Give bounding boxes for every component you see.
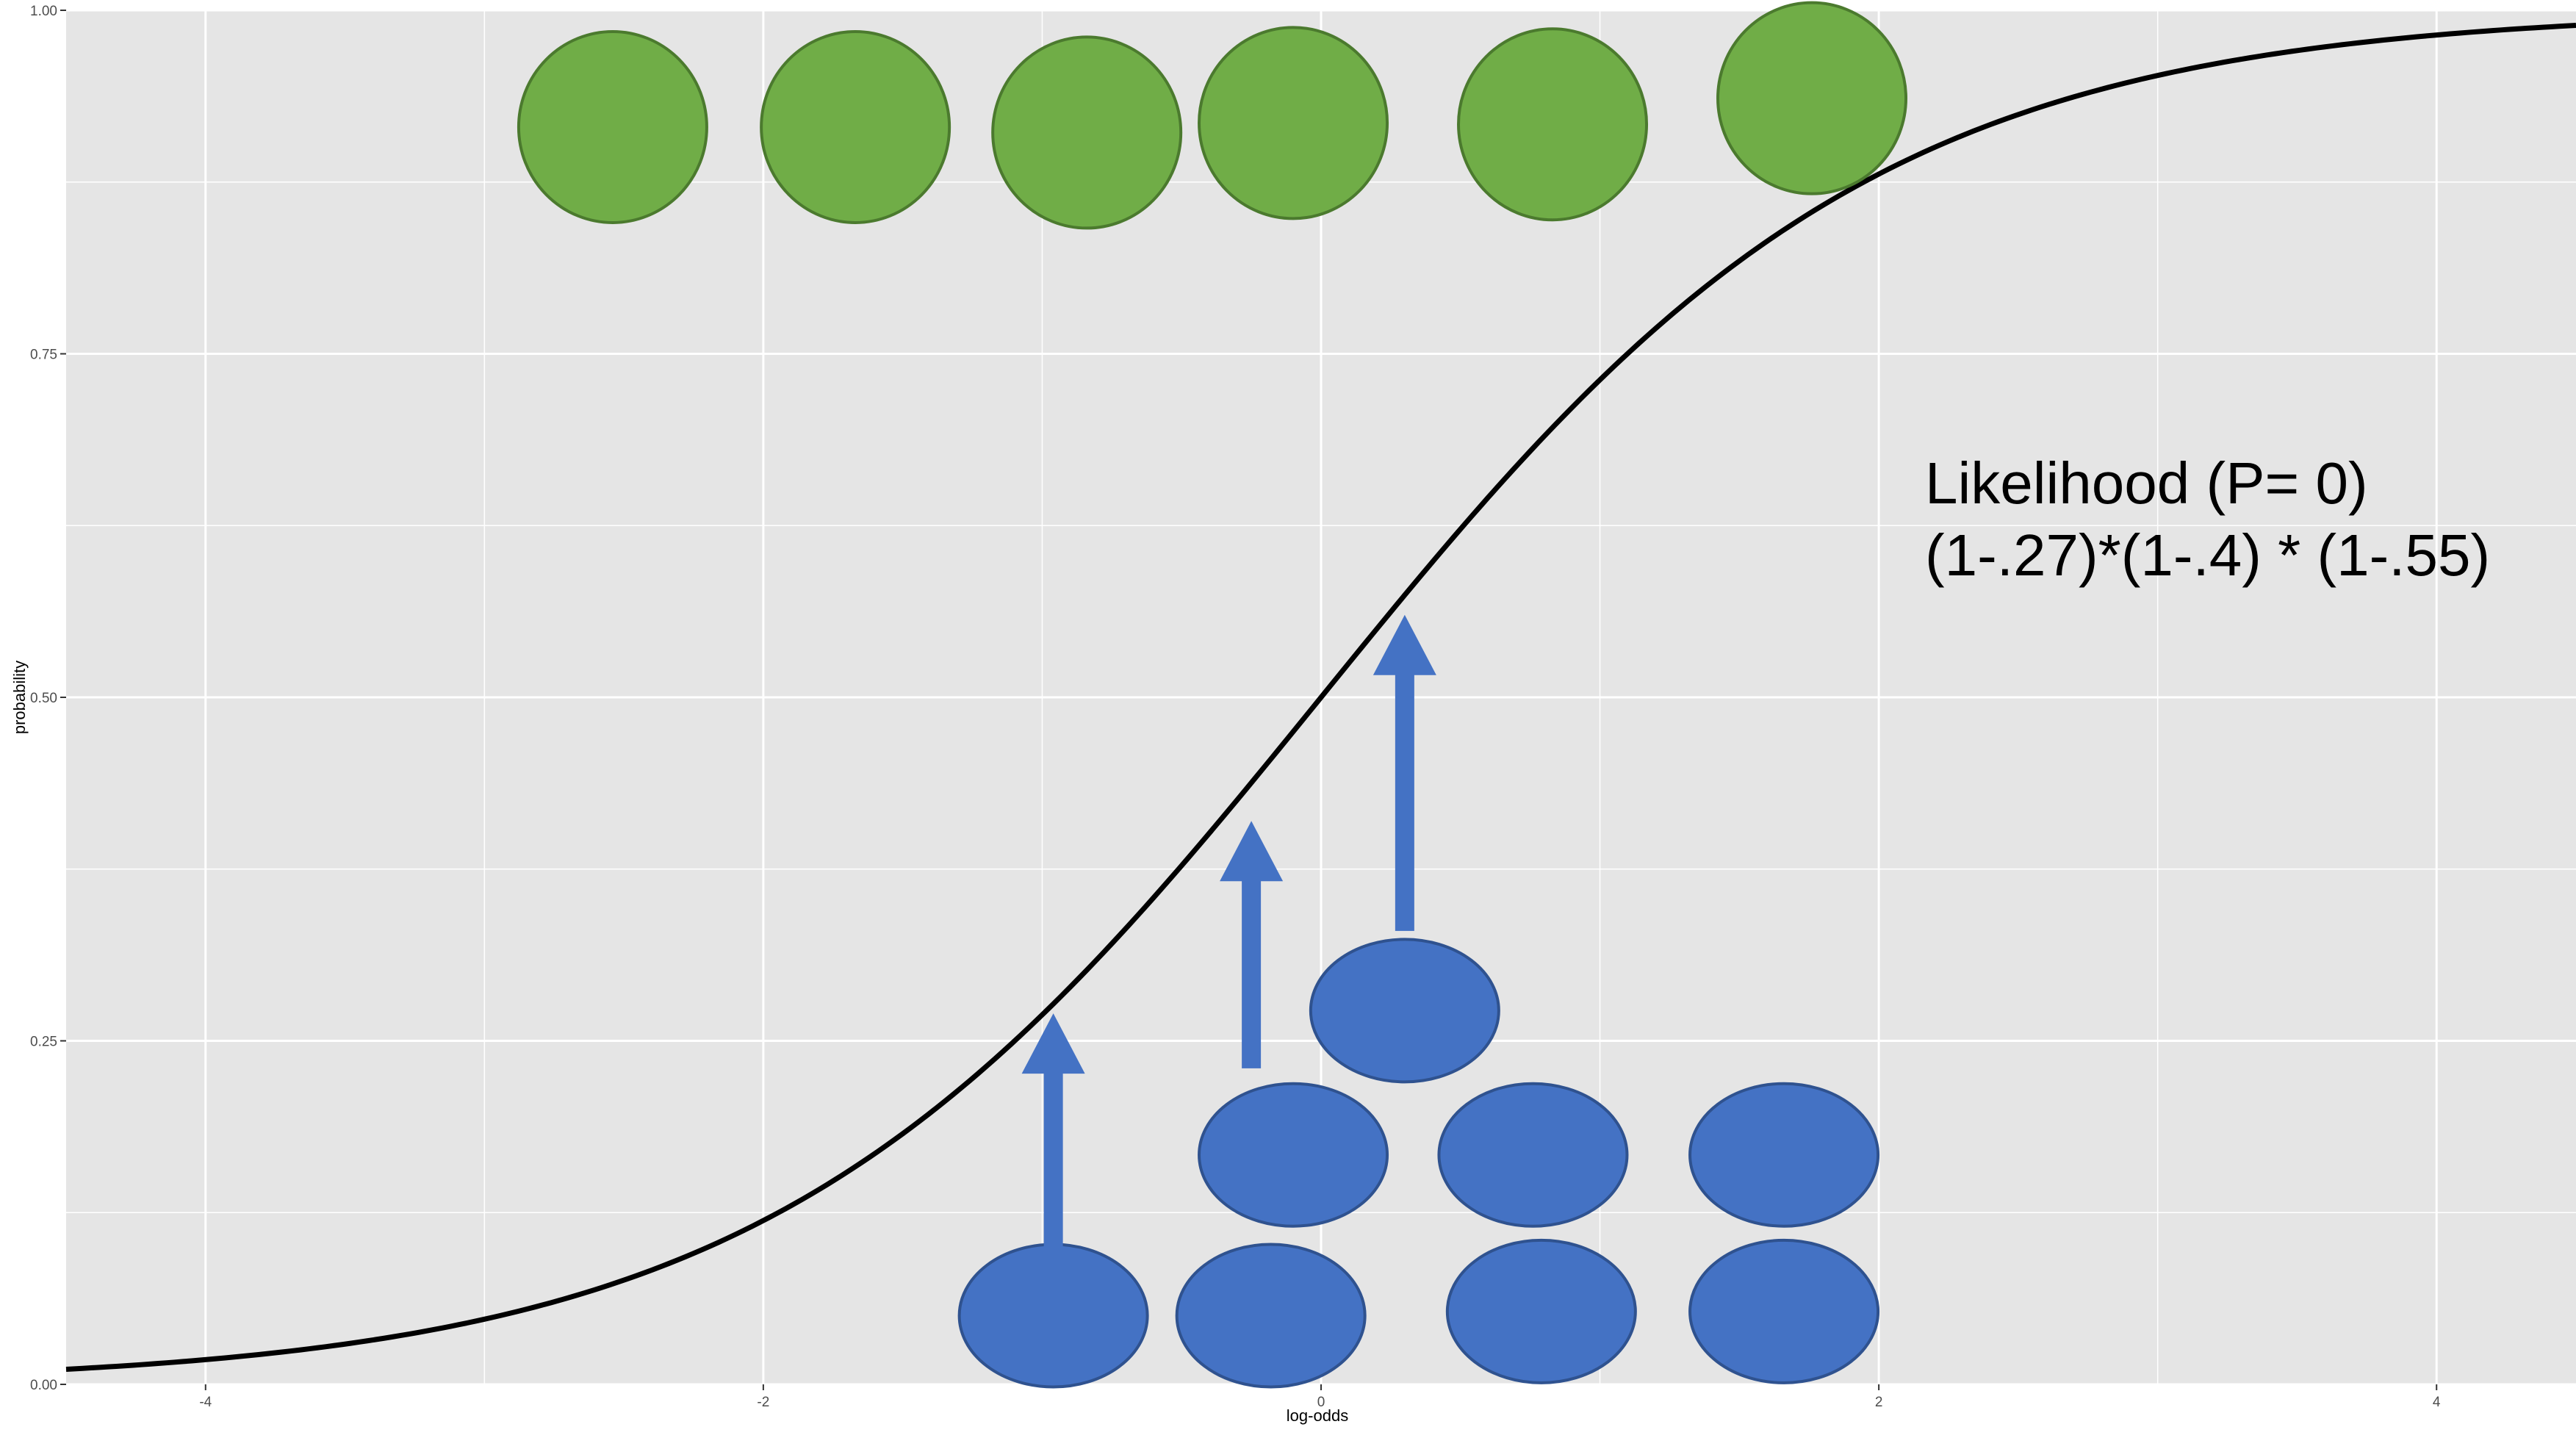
- x-tick-label: 2: [1875, 1395, 1883, 1410]
- y-axis-title: probability: [10, 661, 29, 734]
- logistic-curve-line: [65, 23, 2576, 1372]
- green-point: [1716, 1, 1908, 195]
- y-tick-label: 0.75: [30, 348, 57, 363]
- y-tick-label: 1.00: [30, 4, 57, 19]
- green-point: [760, 29, 951, 224]
- arrow-shaft: [1043, 1072, 1063, 1247]
- x-tick-label: 4: [2433, 1395, 2441, 1410]
- green-point: [1198, 26, 1389, 220]
- green-point: [1457, 27, 1649, 222]
- arrow-head: [1021, 1013, 1085, 1074]
- arrow-shaft: [1395, 673, 1414, 931]
- arrow-head: [1372, 614, 1436, 675]
- annotation-line-2: (1-.27)*(1-.4) * (1-.55): [1925, 522, 2490, 588]
- x-tick-label: -2: [757, 1395, 769, 1410]
- green-points: [517, 1, 1908, 230]
- y-tick-label: 0.25: [30, 1035, 57, 1050]
- blue-points: [957, 938, 1880, 1389]
- blue-point: [957, 1243, 1149, 1389]
- blue-point: [1437, 1082, 1629, 1228]
- arrow-head: [1220, 821, 1284, 882]
- blue-point: [1175, 1243, 1367, 1389]
- arrows: [1021, 614, 1436, 1247]
- green-point: [991, 35, 1183, 230]
- blue-point: [1445, 1238, 1637, 1384]
- blue-point: [1688, 1082, 1880, 1228]
- green-point: [517, 29, 708, 224]
- y-tick-label: 0.50: [30, 691, 57, 706]
- x-tick-label: 0: [1317, 1395, 1325, 1410]
- annotation-line-1: Likelihood (P= 0): [1925, 450, 2368, 516]
- blue-point: [1309, 938, 1500, 1084]
- x-tick-label: -4: [199, 1395, 212, 1410]
- blue-point: [1688, 1238, 1880, 1384]
- x-axis-title: log-odds: [1287, 1406, 1348, 1425]
- curve-layer: [65, 23, 2576, 1372]
- arrow-shaft: [1242, 880, 1262, 1068]
- y-tick-label: 0.00: [30, 1378, 57, 1393]
- axes: -4 -2 0 2 4 0.00 0.25 0.50 0.75 1.00: [30, 4, 2441, 1410]
- blue-point: [1198, 1082, 1389, 1228]
